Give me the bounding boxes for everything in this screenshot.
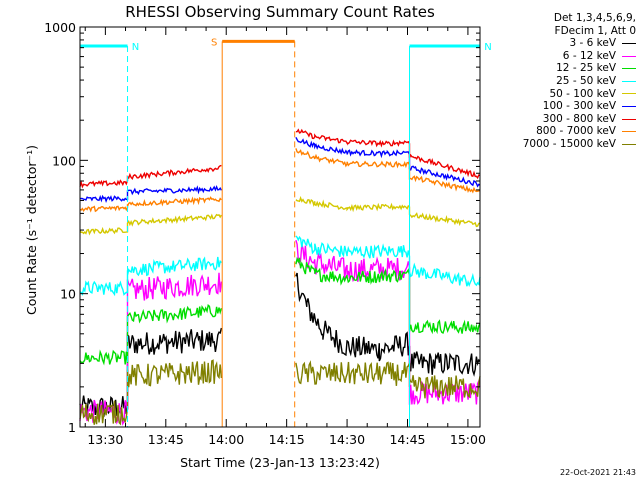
series-line-4 — [79, 195, 481, 236]
legend-swatch — [622, 68, 636, 70]
legend-entry: 50 - 100 keV — [492, 88, 636, 101]
legend-swatch — [622, 143, 636, 145]
legend-entry: 3 - 6 keV — [492, 37, 636, 50]
legend-entry-label: 100 - 300 keV — [542, 100, 616, 113]
x-tick-label-1: 13:45 — [148, 432, 184, 447]
legend-swatch — [622, 42, 636, 44]
annotation-label-2: S — [211, 37, 217, 48]
legend-entry: 800 - 7000 keV — [492, 125, 636, 138]
annotation-label-0: N — [132, 42, 139, 53]
legend-header-detectors: Det 1,3,4,5,6,9, — [553, 12, 636, 24]
x-tick-label-0: 13:30 — [87, 432, 123, 447]
x-tick-label-3: 14:15 — [269, 432, 305, 447]
legend-entry: 6 - 12 keV — [492, 50, 636, 63]
annotation-label-1: N — [484, 42, 491, 53]
legend-swatch — [622, 118, 636, 120]
legend-entry-label: 7000 - 15000 keV — [522, 137, 616, 150]
legend-entry-label: 50 - 100 keV — [549, 87, 616, 100]
legend-swatch — [622, 80, 636, 82]
legend-entry-label: 25 - 50 keV — [556, 74, 616, 87]
legend-entry-label: 300 - 800 keV — [542, 112, 616, 125]
series-line-6 — [79, 128, 481, 189]
legend-swatch — [622, 55, 636, 57]
chart-title: RHESSI Observing Summary Count Rates — [125, 3, 435, 21]
legend-entry: 100 - 300 keV — [492, 100, 636, 113]
legend: Det 1,3,4,5,6,9, FDecim 1, Att 0 3 - 6 k… — [492, 12, 636, 151]
plot-timestamp: 22-Oct-2021 21:43 — [560, 468, 636, 477]
series-line-2 — [79, 256, 481, 366]
series-line-7 — [79, 148, 481, 213]
y-tick-label-3: 1000 — [44, 20, 76, 35]
y-tick-label-2: 100 — [52, 153, 76, 168]
y-tick-label-0: 1 — [68, 420, 76, 435]
x-tick-label-5: 14:45 — [389, 432, 425, 447]
legend-swatch — [622, 131, 636, 133]
legend-entry: 12 - 25 keV — [492, 62, 636, 75]
series-line-3 — [79, 235, 481, 297]
legend-entry: 300 - 800 keV — [492, 113, 636, 126]
x-axis-label: Start Time (23-Jan-13 13:23:42) — [180, 455, 380, 470]
legend-entry-label: 6 - 12 keV — [562, 49, 616, 62]
series-line-8 — [79, 359, 481, 426]
x-tick-label-2: 14:00 — [208, 432, 244, 447]
y-tick-label-1: 10 — [60, 287, 76, 302]
legend-entry-label: 800 - 7000 keV — [536, 125, 616, 138]
legend-entry: 7000 - 15000 keV — [492, 138, 636, 151]
legend-swatch — [622, 93, 636, 95]
legend-entry: 25 - 50 keV — [492, 75, 636, 88]
legend-header-decimation: FDecim 1, Att 0 — [554, 24, 636, 37]
x-tick-label-4: 14:30 — [329, 432, 365, 447]
series-line-5 — [79, 136, 481, 204]
legend-swatch — [622, 105, 636, 107]
y-axis-label: Count Rate (s⁻¹ detector⁻¹) — [24, 145, 39, 315]
plot-frame — [79, 26, 481, 428]
x-tick-label-6: 15:00 — [450, 432, 486, 447]
legend-entry-label: 3 - 6 keV — [569, 37, 616, 50]
legend-entry-label: 12 - 25 keV — [556, 62, 616, 75]
